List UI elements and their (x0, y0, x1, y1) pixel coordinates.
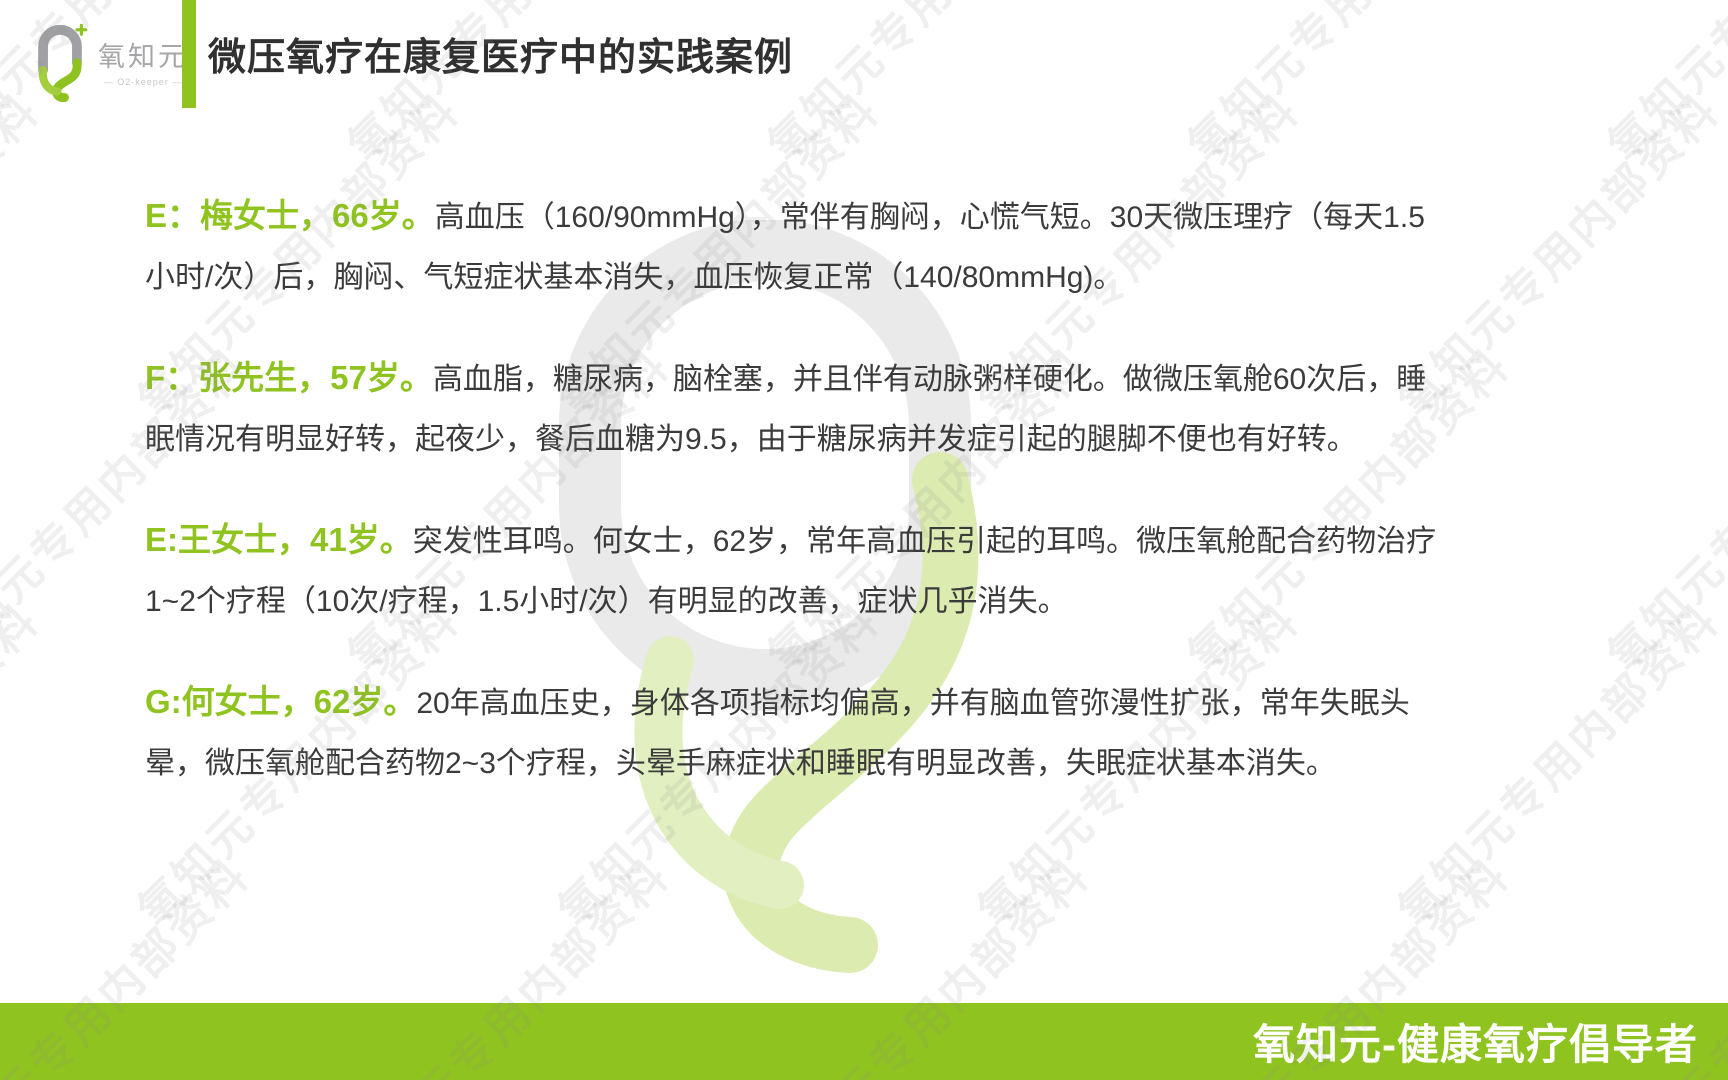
case-body: 突发性耳鸣。何女士，62岁，常年高血压引起的耳鸣。微压氧舱配合药物治疗1~2个疗… (145, 525, 1437, 618)
brand-name: 氧知元 (98, 42, 188, 72)
background-logo-watermark (559, 220, 979, 973)
case-paragraph: E:王女士，41岁。突发性耳鸣。何女士，62岁，常年高血压引起的耳鸣。微压氧舱配… (145, 510, 1453, 632)
case-paragraph: G:何女士，62岁。20年高血压史，身体各项指标均偏高，并有脑血管弥漫性扩张，常… (145, 672, 1453, 794)
case-paragraph: F：张先生，57岁。高血脂，糖尿病，脑栓塞，并且伴有动脉粥样硬化。做微压氧舱60… (145, 348, 1453, 470)
o2-plus-logo-icon (38, 23, 88, 102)
case-body: 高血压（160/90mmHg），常伴有胸闷，心慌气短。30天微压理疗（每天1.5… (145, 201, 1425, 294)
case-body: 20年高血压史，身体各项指标均偏高，并有脑血管弥漫性扩张，常年失眠头晕，微压氧舱… (145, 687, 1410, 780)
watermark-text: 氧知元专用内部资料 (0, 595, 50, 936)
watermark-text: 氧知元专用内部资料 (759, 0, 1100, 171)
case-label: F：张先生，57岁。 (145, 359, 433, 396)
watermark-text: 氧知元专用内部资料 (1179, 0, 1520, 171)
case-paragraph: E：梅女士，66岁。高血压（160/90mmHg），常伴有胸闷，心慌气短。30天… (145, 186, 1453, 308)
case-list: E：梅女士，66岁。高血压（160/90mmHg），常伴有胸闷，心慌气短。30天… (145, 186, 1453, 834)
watermark-text: 氧知元专用内部资料 (1599, 340, 1728, 681)
page-title: 微压氧疗在康复医疗中的实践案例 (208, 37, 794, 79)
brand-text: 氧知元 — O2·keeper — (98, 35, 188, 87)
case-body: 高血脂，糖尿病，脑栓塞，并且伴有动脉粥样硬化。做微压氧舱60次后，睡眠情况有明显… (145, 363, 1427, 456)
title-accent-bar (182, 0, 196, 108)
case-label: E:王女士，41岁。 (145, 521, 413, 558)
footer-slogan: 氧知元-健康氧疗倡导者 (1253, 1021, 1698, 1068)
brand-subtitle: — O2·keeper — (103, 77, 183, 87)
footer-bar: 氧知元-健康氧疗倡导者 (0, 1003, 1728, 1080)
case-label: G:何女士，62岁。 (145, 683, 417, 720)
case-label: E：梅女士，66岁。 (145, 197, 435, 234)
watermark-text: 氧知元专用内部资料 (1599, 0, 1728, 171)
brand-logo: 氧知元 — O2·keeper — (32, 20, 188, 102)
watermark-text: 氧知元专用内部资料 (0, 85, 50, 426)
